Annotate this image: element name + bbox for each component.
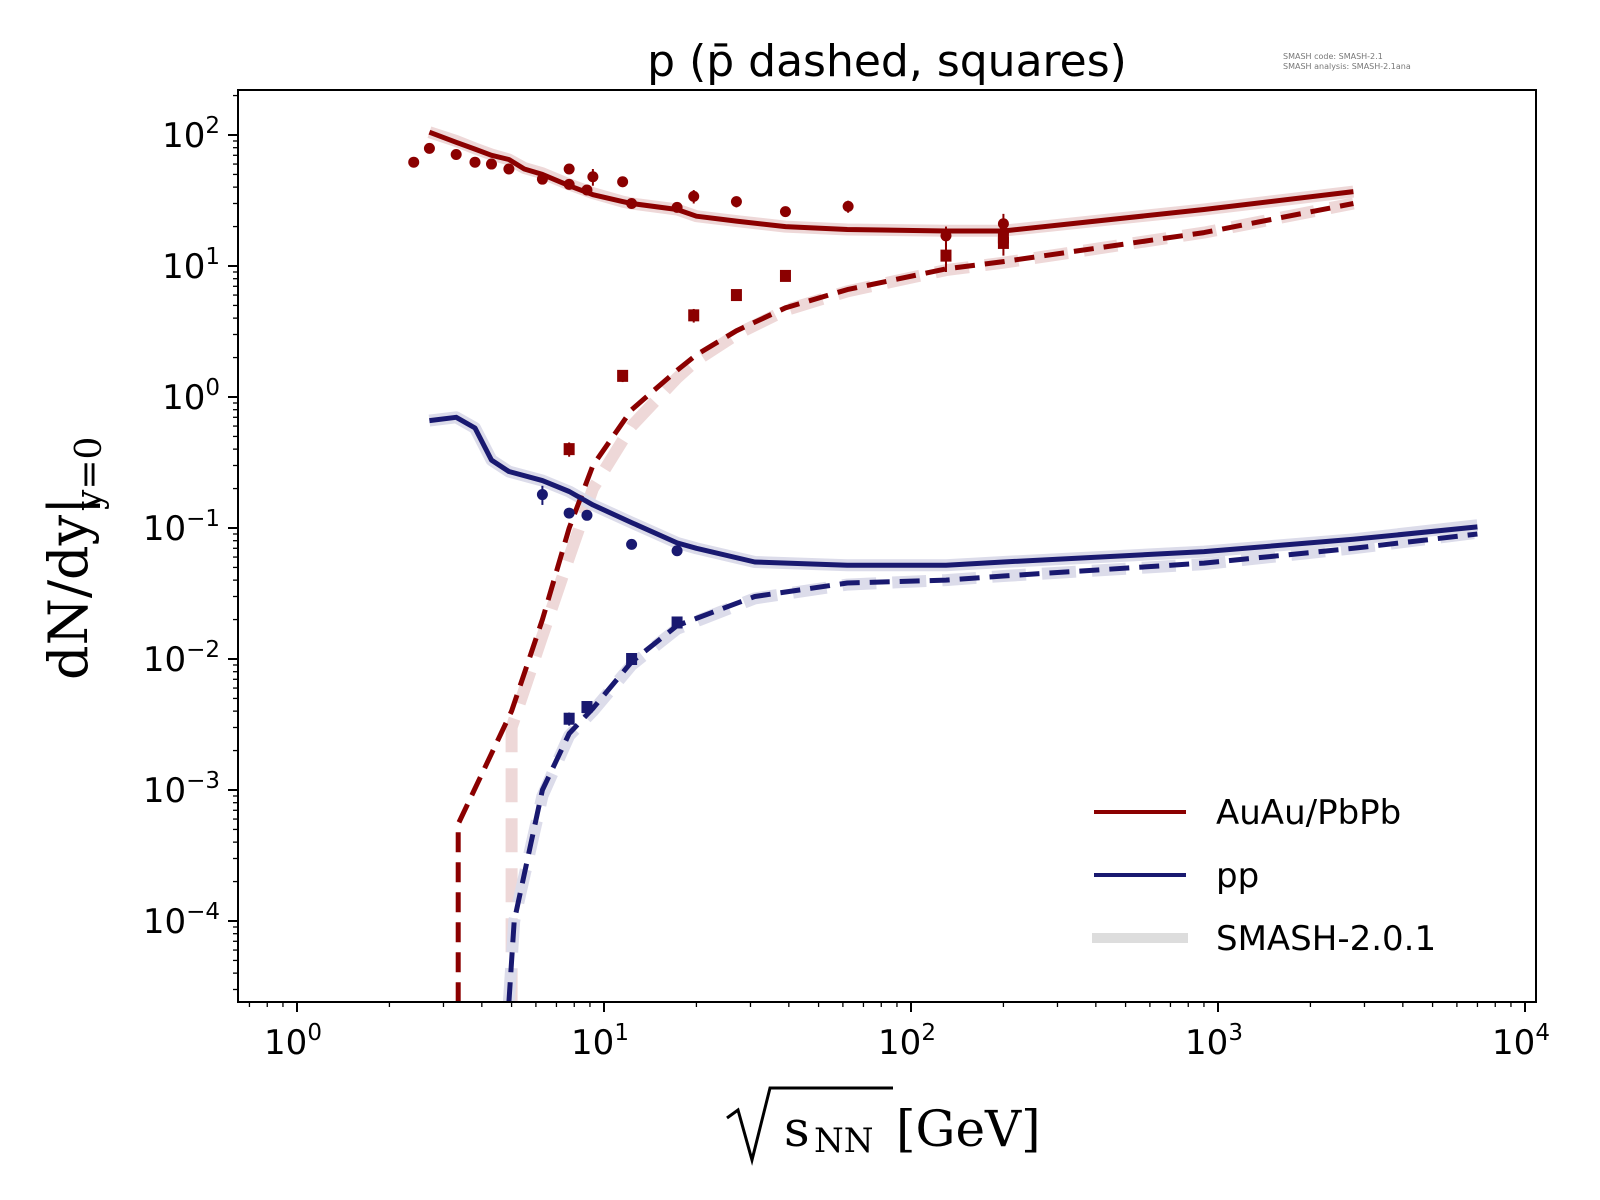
chart-title: p (p̄ dashed, squares): [647, 36, 1127, 87]
data-marker-circle: [536, 173, 548, 185]
y-tick-label: 100: [162, 375, 220, 418]
x-tick-label: 104: [1492, 1020, 1550, 1063]
meta-code: SMASH code: SMASH-2.1: [1283, 52, 1383, 61]
x-axis-label: s NN [GeV]: [726, 1086, 1041, 1166]
data-marker-square: [581, 701, 593, 714]
data-marker-circle: [563, 163, 575, 175]
y-axis-ticks: 102 101 100 10−1 10−2 10−3 10−4: [143, 94, 238, 991]
y-label-main: dN/dy|: [37, 497, 100, 680]
y-axis-label: dN/dy| y=0: [37, 437, 110, 680]
legend: AuAu/PbPb pp SMASH-2.0.1: [1092, 793, 1436, 959]
data-marker-square: [997, 231, 1009, 244]
data-marker-circle: [626, 538, 638, 550]
data-marker-circle: [563, 507, 575, 519]
data-marker-circle: [469, 156, 481, 168]
data-marker-circle: [450, 148, 462, 160]
data-marker-circle: [581, 509, 593, 521]
y-tick-label: 101: [162, 244, 220, 287]
data-marker-circle: [779, 206, 791, 218]
x-axis-ticks: 100 101 102 103 104: [248, 1002, 1550, 1063]
data-marker-circle: [730, 196, 742, 208]
data-marker-circle: [626, 197, 638, 209]
data-marker-square: [626, 653, 638, 665]
series-line-5: [429, 414, 1478, 568]
data-marker-square: [940, 249, 952, 262]
legend-label-auau: AuAu/PbPb: [1216, 793, 1401, 833]
data-marker-square: [688, 309, 700, 322]
data-marker-circle: [587, 171, 599, 183]
plot-frame: [237, 89, 1537, 1003]
series-line-7: [506, 531, 1478, 1002]
y-tick-label: 10−2: [143, 637, 220, 680]
data-marker-circle: [563, 178, 575, 190]
plot-area: [408, 126, 1479, 1002]
data-marker-square: [671, 616, 683, 629]
x-tick-label: 101: [571, 1020, 629, 1063]
data-marker-circle: [940, 230, 952, 242]
series-line-3: [455, 201, 1354, 1002]
data-marker-circle: [671, 201, 683, 213]
legend-label-pp: pp: [1216, 856, 1259, 896]
data-marker-circle: [842, 200, 854, 212]
data-marker-square: [563, 712, 575, 725]
data-marker-square: [563, 443, 575, 456]
series-lines: [428, 129, 1478, 1002]
legend-label-smash: SMASH-2.0.1: [1216, 919, 1436, 959]
data-marker-square: [730, 289, 742, 302]
x-label-sub: NN: [814, 1121, 874, 1161]
meta-analysis: SMASH analysis: SMASH-2.1ana: [1283, 62, 1411, 71]
data-marker-circle: [671, 545, 683, 557]
y-tick-label: 10−3: [143, 768, 220, 811]
x-tick-label: 103: [1185, 1020, 1243, 1063]
y-tick-label: 102: [162, 113, 220, 156]
data-marker-circle: [536, 489, 548, 501]
data-marker-circle: [423, 142, 435, 154]
x-label-var: s: [784, 1100, 810, 1158]
x-tick-label: 102: [878, 1020, 936, 1063]
x-tick-label: 100: [264, 1020, 322, 1063]
data-points: [408, 142, 1009, 726]
x-label-unit: [GeV]: [896, 1100, 1041, 1158]
data-marker-square: [617, 369, 629, 382]
data-marker-circle: [688, 190, 700, 202]
data-marker-square: [779, 269, 791, 282]
y-tick-label: 10−1: [143, 506, 220, 549]
y-label-sub: y=0: [69, 437, 110, 511]
data-marker-circle: [581, 184, 593, 196]
data-marker-circle: [408, 156, 420, 168]
y-tick-label: 10−4: [143, 899, 220, 942]
data-marker-circle: [617, 176, 629, 188]
data-marker-circle: [997, 218, 1009, 230]
data-marker-circle: [485, 158, 497, 170]
data-marker-circle: [503, 163, 515, 175]
